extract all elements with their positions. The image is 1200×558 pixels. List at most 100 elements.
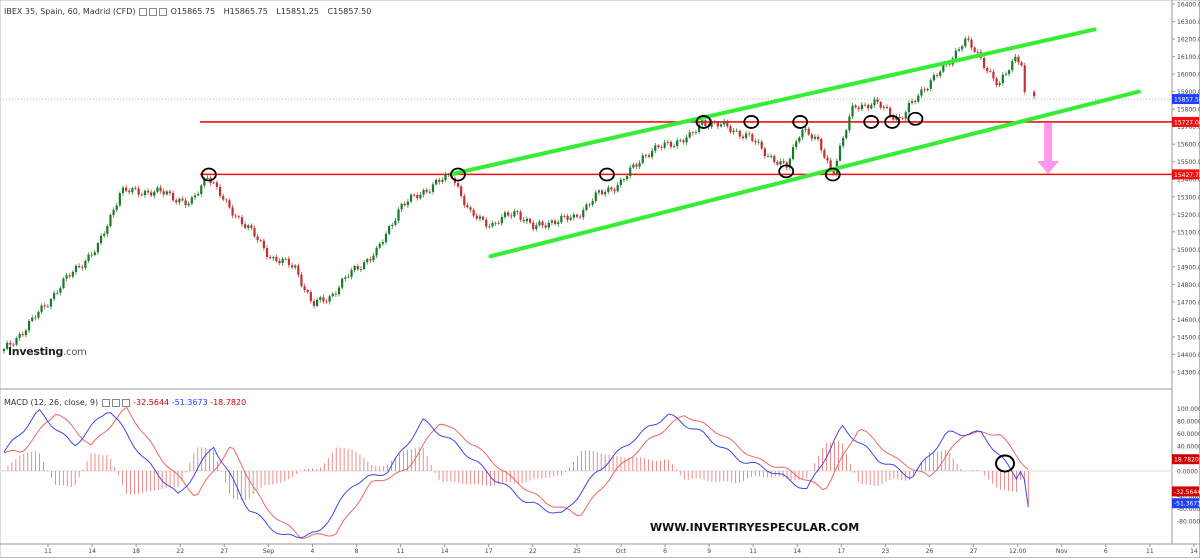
candle-body (303, 286, 306, 291)
candle-body (889, 107, 892, 116)
candle-body (1001, 74, 1004, 84)
candle-body (269, 257, 272, 259)
candle-body (763, 148, 766, 157)
candle-body (431, 184, 435, 192)
candle-body (685, 137, 688, 143)
candle-body (485, 219, 488, 227)
candle-body (613, 189, 616, 192)
candle-body (428, 191, 431, 193)
candle-body (159, 187, 162, 192)
candle-body (52, 293, 56, 299)
down-arrow-head (1037, 160, 1060, 174)
candle-body (932, 75, 936, 81)
candle-body (647, 155, 651, 157)
candle-body (278, 260, 281, 264)
macd-value-text: 18.7820 (1174, 457, 1199, 464)
chart-type-icon[interactable] (149, 7, 158, 16)
macd-value-2: -51.3673 (171, 398, 208, 407)
candle-body (829, 160, 832, 169)
macd-visibility-icon[interactable] (111, 398, 120, 407)
time-tick-label: 23 (882, 548, 890, 555)
candle-body (651, 150, 654, 157)
candle-body (272, 257, 275, 259)
candle-body (989, 71, 992, 72)
ohlc-open-value: 15865.75 (176, 7, 216, 16)
price-label-box (1172, 169, 1199, 180)
candle-body (356, 265, 359, 270)
candle-body (234, 215, 237, 217)
macd-close-icon[interactable] (121, 398, 130, 407)
candle-body (688, 132, 691, 138)
time-tick-label: Sep (263, 548, 275, 555)
candle-body (604, 192, 607, 195)
candle-body (225, 199, 228, 201)
candle-body (948, 63, 951, 65)
time-tick-label: 12:00 (1009, 548, 1026, 555)
candle-body (654, 145, 657, 151)
price-tick-label: 15300.00 (1177, 194, 1200, 201)
candle-body (168, 191, 172, 193)
candle-body (885, 107, 889, 108)
candle-body (788, 159, 792, 168)
chart-settings-icon[interactable] (139, 7, 148, 16)
candle-body (81, 267, 84, 268)
candle-body (898, 116, 901, 118)
candle-body (394, 220, 397, 225)
candle-body (491, 222, 494, 227)
logo-name: Investing (8, 345, 64, 358)
candle-body (629, 167, 632, 176)
candle-body (87, 254, 90, 261)
candle-body (153, 191, 156, 196)
candle-body (256, 236, 259, 241)
candle-body (923, 89, 926, 91)
candle-body (503, 212, 507, 218)
candle-body (162, 191, 165, 195)
candle-body (632, 164, 635, 168)
candle-body (569, 217, 572, 220)
macd-settings-icon[interactable] (101, 398, 110, 407)
candle-body (316, 299, 319, 306)
down-arrow-shaft (1044, 123, 1053, 162)
price-tick-label: 14500.00 (1177, 334, 1200, 341)
candle-body (676, 140, 679, 147)
time-tick-label: Nov (1056, 548, 1068, 555)
marker-circle (200, 167, 217, 182)
candle-body (716, 122, 719, 127)
candle-body (284, 258, 287, 260)
candle-body (939, 71, 942, 76)
candle-body (143, 190, 147, 196)
candle-body (694, 132, 698, 133)
candle-body (24, 330, 28, 336)
candle-body (12, 344, 15, 346)
candle-body (710, 122, 713, 127)
candle-body (90, 254, 93, 256)
ohlc-label-close: C (327, 7, 334, 16)
candle-body (74, 266, 78, 272)
candle-body (328, 296, 331, 302)
candle-body (713, 122, 716, 123)
candle-body (820, 138, 823, 151)
indicator-icon[interactable] (159, 7, 168, 16)
candle-body (419, 194, 422, 199)
marker-circle (907, 111, 924, 126)
candle-body (475, 215, 478, 219)
candle-body (757, 141, 760, 143)
candle-body (845, 130, 848, 139)
candle-body (826, 157, 829, 161)
candle-body (701, 120, 704, 125)
candle-body (297, 265, 300, 275)
candle-body (547, 222, 550, 228)
candle-body (851, 105, 854, 117)
time-tick-label: 27 (220, 548, 228, 555)
candle-body (49, 298, 53, 307)
candle-body (494, 222, 497, 224)
candle-body (995, 78, 998, 86)
candle-body (56, 292, 59, 294)
time-tick-label: 11 (44, 548, 52, 555)
candle-body (171, 192, 175, 201)
marker-circle (884, 115, 901, 129)
price-tick-label: 15900.00 (1177, 89, 1200, 96)
candle-body (125, 187, 128, 191)
